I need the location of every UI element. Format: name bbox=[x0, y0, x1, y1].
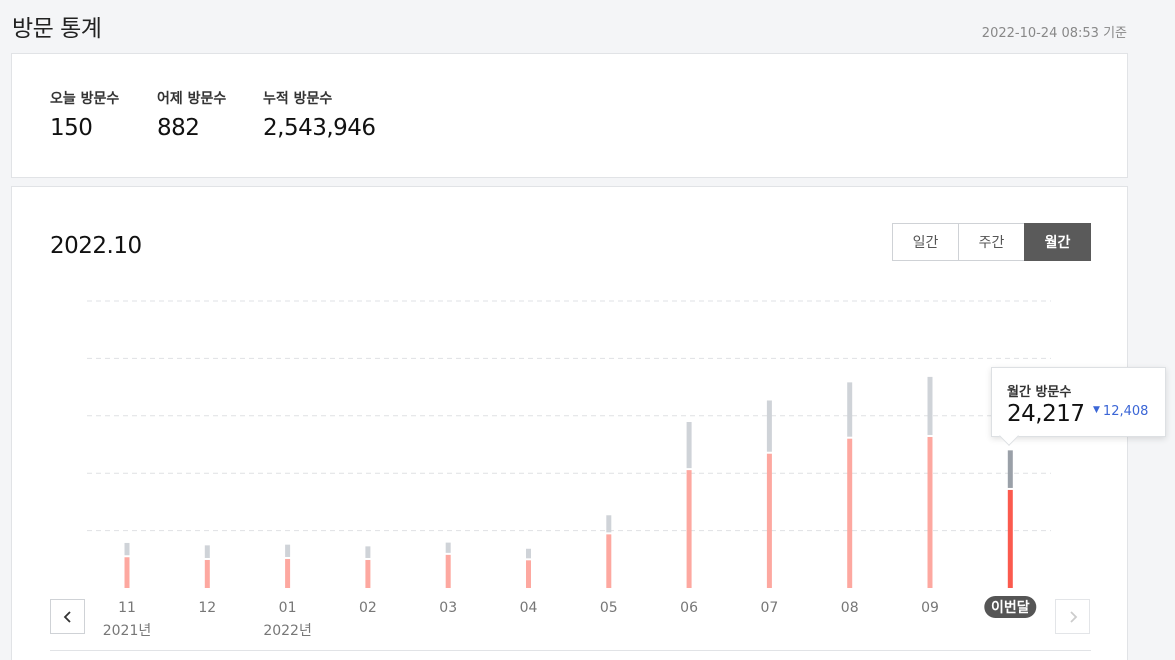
bar-main[interactable] bbox=[204, 559, 210, 588]
visits-bar-chart: 11 2021년 12 01 2022년 02 03 04 05 06 07 08 09 이번달 bbox=[87, 300, 1051, 639]
year-label: 2022년 bbox=[263, 623, 312, 639]
next-period-button[interactable] bbox=[1055, 599, 1090, 634]
tooltip-change-value: 12,408 bbox=[1102, 404, 1149, 419]
page-title: 방문 통계 bbox=[12, 16, 102, 42]
bar-main[interactable] bbox=[606, 534, 612, 588]
x-tick-label: 이번달 bbox=[991, 599, 1030, 616]
chevron-left-icon bbox=[63, 610, 71, 623]
x-tick-label: 09 bbox=[921, 600, 939, 616]
bottom-divider bbox=[50, 650, 1091, 651]
period-label: 2022.10 bbox=[50, 233, 142, 259]
bar-top[interactable] bbox=[285, 544, 291, 557]
tooltip-value: 24,217 bbox=[1007, 401, 1085, 427]
year-label: 2021년 bbox=[103, 623, 152, 639]
bar-top[interactable] bbox=[847, 382, 853, 437]
x-tick-label: 07 bbox=[760, 600, 778, 616]
timestamp: 2022-10-24 08:53 기준 bbox=[981, 26, 1127, 41]
stat-yesterday-value: 882 bbox=[157, 115, 200, 141]
stat-total-value: 2,543,946 bbox=[263, 115, 376, 141]
x-tick-label: 02 bbox=[359, 600, 377, 616]
x-tick-label: 03 bbox=[439, 600, 457, 616]
bar-main[interactable] bbox=[124, 557, 130, 588]
bar-top[interactable] bbox=[204, 545, 210, 558]
bar-top[interactable] bbox=[445, 542, 451, 553]
bar-main[interactable] bbox=[686, 470, 692, 588]
bar-main[interactable] bbox=[365, 559, 371, 588]
x-tick-label: 08 bbox=[841, 600, 859, 616]
bar-main[interactable] bbox=[847, 438, 853, 588]
bar-top[interactable] bbox=[526, 548, 531, 559]
stat-yesterday-label: 어제 방문수 bbox=[157, 91, 227, 107]
chart-card: 2022.10 일간 주간 월간 11 2021년 12 01 2022년 02 03 04 0… bbox=[11, 186, 1166, 660]
stat-yesterday: 어제 방문수 882 bbox=[157, 88, 226, 141]
x-tick-label: 12 bbox=[198, 600, 216, 616]
bar-main[interactable] bbox=[445, 554, 451, 588]
bar-main[interactable] bbox=[1007, 489, 1013, 588]
stat-total-label: 누적 방문수 bbox=[263, 91, 333, 107]
bar-main[interactable] bbox=[526, 560, 531, 588]
summary-card: 오늘 방문수 150 어제 방문수 882 누적 방문수 2,543,946 bbox=[11, 53, 1128, 178]
stat-total: 누적 방문수 2,543,946 bbox=[263, 88, 376, 141]
bar-top[interactable] bbox=[927, 376, 933, 435]
stat-today: 오늘 방문수 150 bbox=[50, 88, 119, 141]
bar-top[interactable] bbox=[766, 400, 772, 452]
stat-today-label: 오늘 방문수 bbox=[50, 91, 120, 107]
bar-main[interactable] bbox=[766, 453, 772, 588]
bar-top[interactable] bbox=[606, 515, 612, 533]
tab-monthly[interactable]: 월간 bbox=[1024, 223, 1091, 261]
x-tick-label: 05 bbox=[600, 600, 618, 616]
bar-top[interactable] bbox=[365, 546, 371, 558]
x-tick-label: 06 bbox=[680, 600, 698, 616]
tooltip: 월간 방문수 24,217 ▼ 12,408 bbox=[991, 367, 1166, 446]
prev-period-button[interactable] bbox=[50, 599, 85, 634]
badge-background bbox=[984, 596, 1037, 618]
bar-top[interactable] bbox=[124, 542, 130, 556]
tooltip-label: 월간 방문수 bbox=[1007, 385, 1072, 400]
tooltip-change: ▼ 12,408 bbox=[1093, 404, 1148, 419]
tab-daily[interactable]: 일간 bbox=[892, 223, 959, 261]
current-month-badge: 이번달 bbox=[984, 596, 1037, 618]
bar-top[interactable] bbox=[686, 422, 692, 469]
x-tick-label: 11 bbox=[118, 600, 136, 616]
period-tabs: 일간 주간 월간 bbox=[892, 223, 1091, 261]
x-tick-label: 04 bbox=[520, 600, 538, 616]
bar-main[interactable] bbox=[285, 558, 291, 588]
stat-today-value: 150 bbox=[50, 115, 93, 141]
chevron-right-icon bbox=[1069, 610, 1077, 623]
x-tick-label: 01 bbox=[279, 600, 297, 616]
down-triangle-icon: ▼ bbox=[1093, 405, 1100, 415]
bar-top[interactable] bbox=[1007, 450, 1013, 488]
bar-main[interactable] bbox=[927, 436, 933, 588]
